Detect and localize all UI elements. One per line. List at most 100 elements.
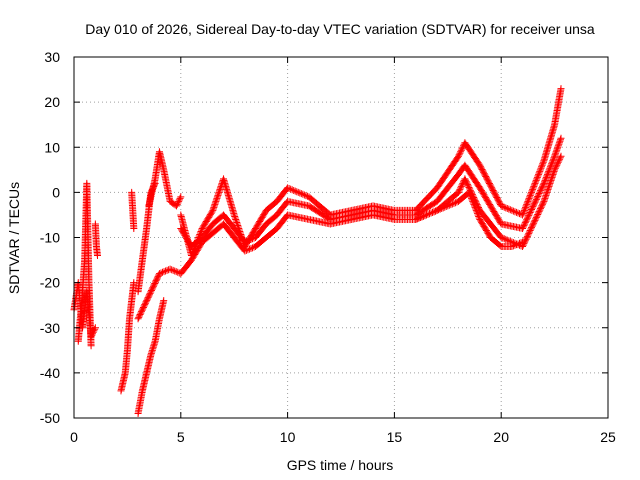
- data-point-sample: [439, 204, 447, 212]
- data-point-sample: [534, 172, 542, 180]
- data-point-sample: [447, 201, 455, 209]
- data-point-sample: [297, 190, 305, 198]
- data-point-sample: [503, 236, 511, 244]
- data-point-sample: [233, 218, 241, 226]
- data-point-sample: [525, 229, 533, 237]
- data-point-sample: [198, 226, 206, 234]
- data-point-sample: [242, 237, 250, 245]
- data-point-sample: [157, 269, 165, 277]
- data-point-sample: [553, 161, 561, 169]
- data-point-sample: [555, 139, 563, 147]
- data-point-sample: [527, 225, 535, 233]
- data-point-sample: [523, 199, 531, 207]
- data-point-sample: [424, 210, 432, 218]
- data-point-sample: [539, 182, 547, 190]
- data-point: [91, 324, 99, 332]
- y-tick-label: 20: [44, 94, 60, 110]
- series-track-10: [177, 85, 565, 260]
- data-point-sample: [418, 213, 426, 221]
- data-point-sample: [163, 266, 171, 274]
- x-tick-label: 5: [177, 429, 185, 445]
- data-point-sample: [539, 200, 547, 208]
- data-point-sample: [171, 267, 179, 275]
- data-point-sample: [543, 187, 551, 195]
- data-point-sample: [541, 176, 549, 184]
- data-point-sample: [542, 191, 550, 199]
- data-point-sample: [288, 186, 296, 194]
- data-point: [284, 184, 292, 192]
- data-point-sample: [470, 200, 478, 208]
- x-tick-label: 25: [600, 429, 616, 445]
- data-point-sample: [212, 197, 220, 205]
- data-point-sample: [535, 169, 543, 177]
- series-track-13: [412, 188, 527, 251]
- data-point-sample: [435, 206, 443, 214]
- data-point-sample: [532, 215, 540, 223]
- data-point-sample: [471, 202, 478, 210]
- data-point-sample: [549, 170, 557, 178]
- data-point: [87, 342, 95, 350]
- data-point-sample: [531, 216, 539, 224]
- data-point-sample: [537, 164, 545, 172]
- y-tick-label: -50: [40, 410, 60, 426]
- data-point-sample: [526, 208, 534, 216]
- data-point-sample: [529, 203, 537, 211]
- data-point-sample: [537, 185, 545, 193]
- data-point-sample: [242, 246, 250, 254]
- series-track-7: [134, 238, 206, 323]
- data-point-sample: [530, 219, 538, 227]
- data-point-sample: [438, 204, 446, 212]
- data-point: [551, 152, 559, 160]
- data-point-sample: [548, 173, 556, 181]
- data-point-sample: [416, 214, 424, 222]
- data-point: [230, 211, 238, 219]
- data-point-sample: [211, 200, 219, 208]
- grid-lines: [74, 57, 608, 418]
- data-point-sample: [521, 219, 529, 227]
- data-point-sample: [527, 188, 535, 196]
- axis-ticks: 0 5 10 15 20 25 -50 -40 -30 -20 -10 0 10 20 30: [40, 49, 616, 445]
- data-point-sample: [528, 204, 536, 212]
- data-point-sample: [548, 175, 556, 183]
- data-point-sample: [532, 197, 540, 205]
- data-point-sample: [517, 239, 525, 247]
- data-point-sample: [475, 214, 483, 222]
- data-point-sample: [467, 193, 475, 201]
- data-point-sample: [509, 242, 517, 250]
- data-point-sample: [244, 246, 252, 254]
- data-point-sample: [535, 190, 543, 198]
- data-point-sample: [232, 217, 240, 225]
- data-point-sample: [471, 203, 479, 211]
- series-track-6: [134, 297, 168, 417]
- data-point-sample: [231, 212, 239, 220]
- data-point-sample: [548, 158, 556, 166]
- data-point-sample: [553, 160, 561, 168]
- data-point-sample: [532, 178, 540, 186]
- data-point-sample: [549, 157, 557, 165]
- data-point-sample: [511, 241, 519, 249]
- data-point-sample: [291, 187, 299, 195]
- data-point-sample: [422, 211, 430, 219]
- data-point-sample: [209, 205, 217, 213]
- data-point-sample: [531, 179, 539, 187]
- data-point: [519, 224, 527, 232]
- data-point-sample: [549, 155, 557, 163]
- data-point-sample: [539, 199, 547, 207]
- data-point-sample: [528, 224, 536, 232]
- data-point-sample: [525, 211, 533, 219]
- data-point-sample: [524, 196, 532, 204]
- data-point-sample: [473, 209, 481, 217]
- data-point-sample: [172, 268, 180, 276]
- y-tick-label: 0: [52, 184, 60, 200]
- data-point-sample: [466, 190, 474, 198]
- y-tick-label: -10: [40, 230, 60, 246]
- data-point-sample: [464, 181, 472, 189]
- data-point-sample: [294, 188, 302, 196]
- data-point-sample: [215, 187, 223, 195]
- data-point-sample: [523, 234, 531, 242]
- data-point-sample: [520, 206, 528, 214]
- data-point-sample: [464, 182, 472, 190]
- data-point-sample: [502, 235, 510, 243]
- series-track-12: [198, 152, 565, 255]
- data-point-sample: [189, 247, 197, 255]
